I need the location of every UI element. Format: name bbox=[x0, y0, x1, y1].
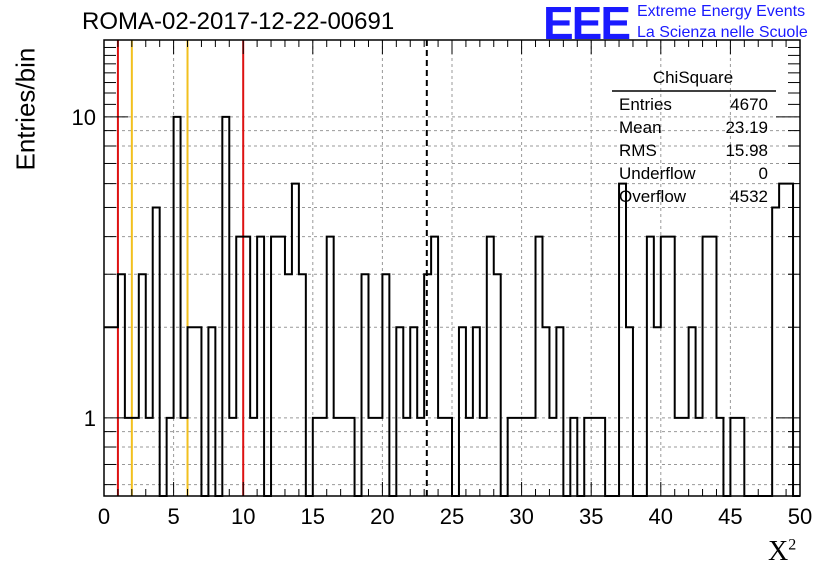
stats-value: 15.98 bbox=[725, 141, 768, 160]
x-tick-label: 45 bbox=[718, 504, 742, 529]
stats-label: Mean bbox=[619, 118, 662, 137]
x-tick-label: 20 bbox=[370, 504, 394, 529]
stats-value: 4670 bbox=[730, 95, 768, 114]
x-tick-label: 5 bbox=[167, 504, 179, 529]
x-tick-label: 15 bbox=[301, 504, 325, 529]
stats-label: Underflow bbox=[619, 164, 696, 183]
stats-value: 0 bbox=[759, 164, 768, 183]
reference-lines bbox=[116, 40, 428, 496]
stats-value: 4532 bbox=[730, 187, 768, 206]
stats-label: RMS bbox=[619, 141, 657, 160]
x-axis-label-sup: 2 bbox=[788, 536, 797, 554]
stats-box: ChiSquare Entries 4670 Mean 23.19 RMS 15.98 Und… bbox=[612, 68, 776, 206]
logo-line-2: La Scienza nelle Scuole bbox=[637, 24, 808, 41]
x-tick-label: 40 bbox=[649, 504, 673, 529]
stats-label: Overflow bbox=[619, 187, 687, 206]
x-tick-label: 30 bbox=[509, 504, 533, 529]
x-tick-label: 35 bbox=[579, 504, 603, 529]
logo-line-1: Extreme Energy Events bbox=[637, 3, 806, 20]
axes bbox=[103, 39, 801, 497]
chart-title: ROMA-02-2017-12-22-00691 bbox=[82, 8, 395, 35]
stats-label: Entries bbox=[619, 95, 672, 114]
tick-labels: 0 5 10 15 20 25 30 35 40 45 50 1 10 bbox=[72, 105, 813, 529]
y-tick-label: 1 bbox=[84, 406, 96, 431]
x-tick-label: 50 bbox=[788, 504, 812, 529]
x-tick-label: 25 bbox=[440, 504, 464, 529]
x-tick-label: 0 bbox=[98, 504, 110, 529]
x-axis-label: X2 bbox=[768, 536, 796, 568]
eee-logo: EEE bbox=[543, 0, 631, 49]
x-tick-label: 10 bbox=[231, 504, 255, 529]
stats-title: ChiSquare bbox=[653, 68, 733, 87]
stats-value: 23.19 bbox=[725, 118, 768, 137]
x-axis-label-main: X bbox=[768, 536, 789, 567]
y-tick-label: 10 bbox=[72, 105, 96, 130]
